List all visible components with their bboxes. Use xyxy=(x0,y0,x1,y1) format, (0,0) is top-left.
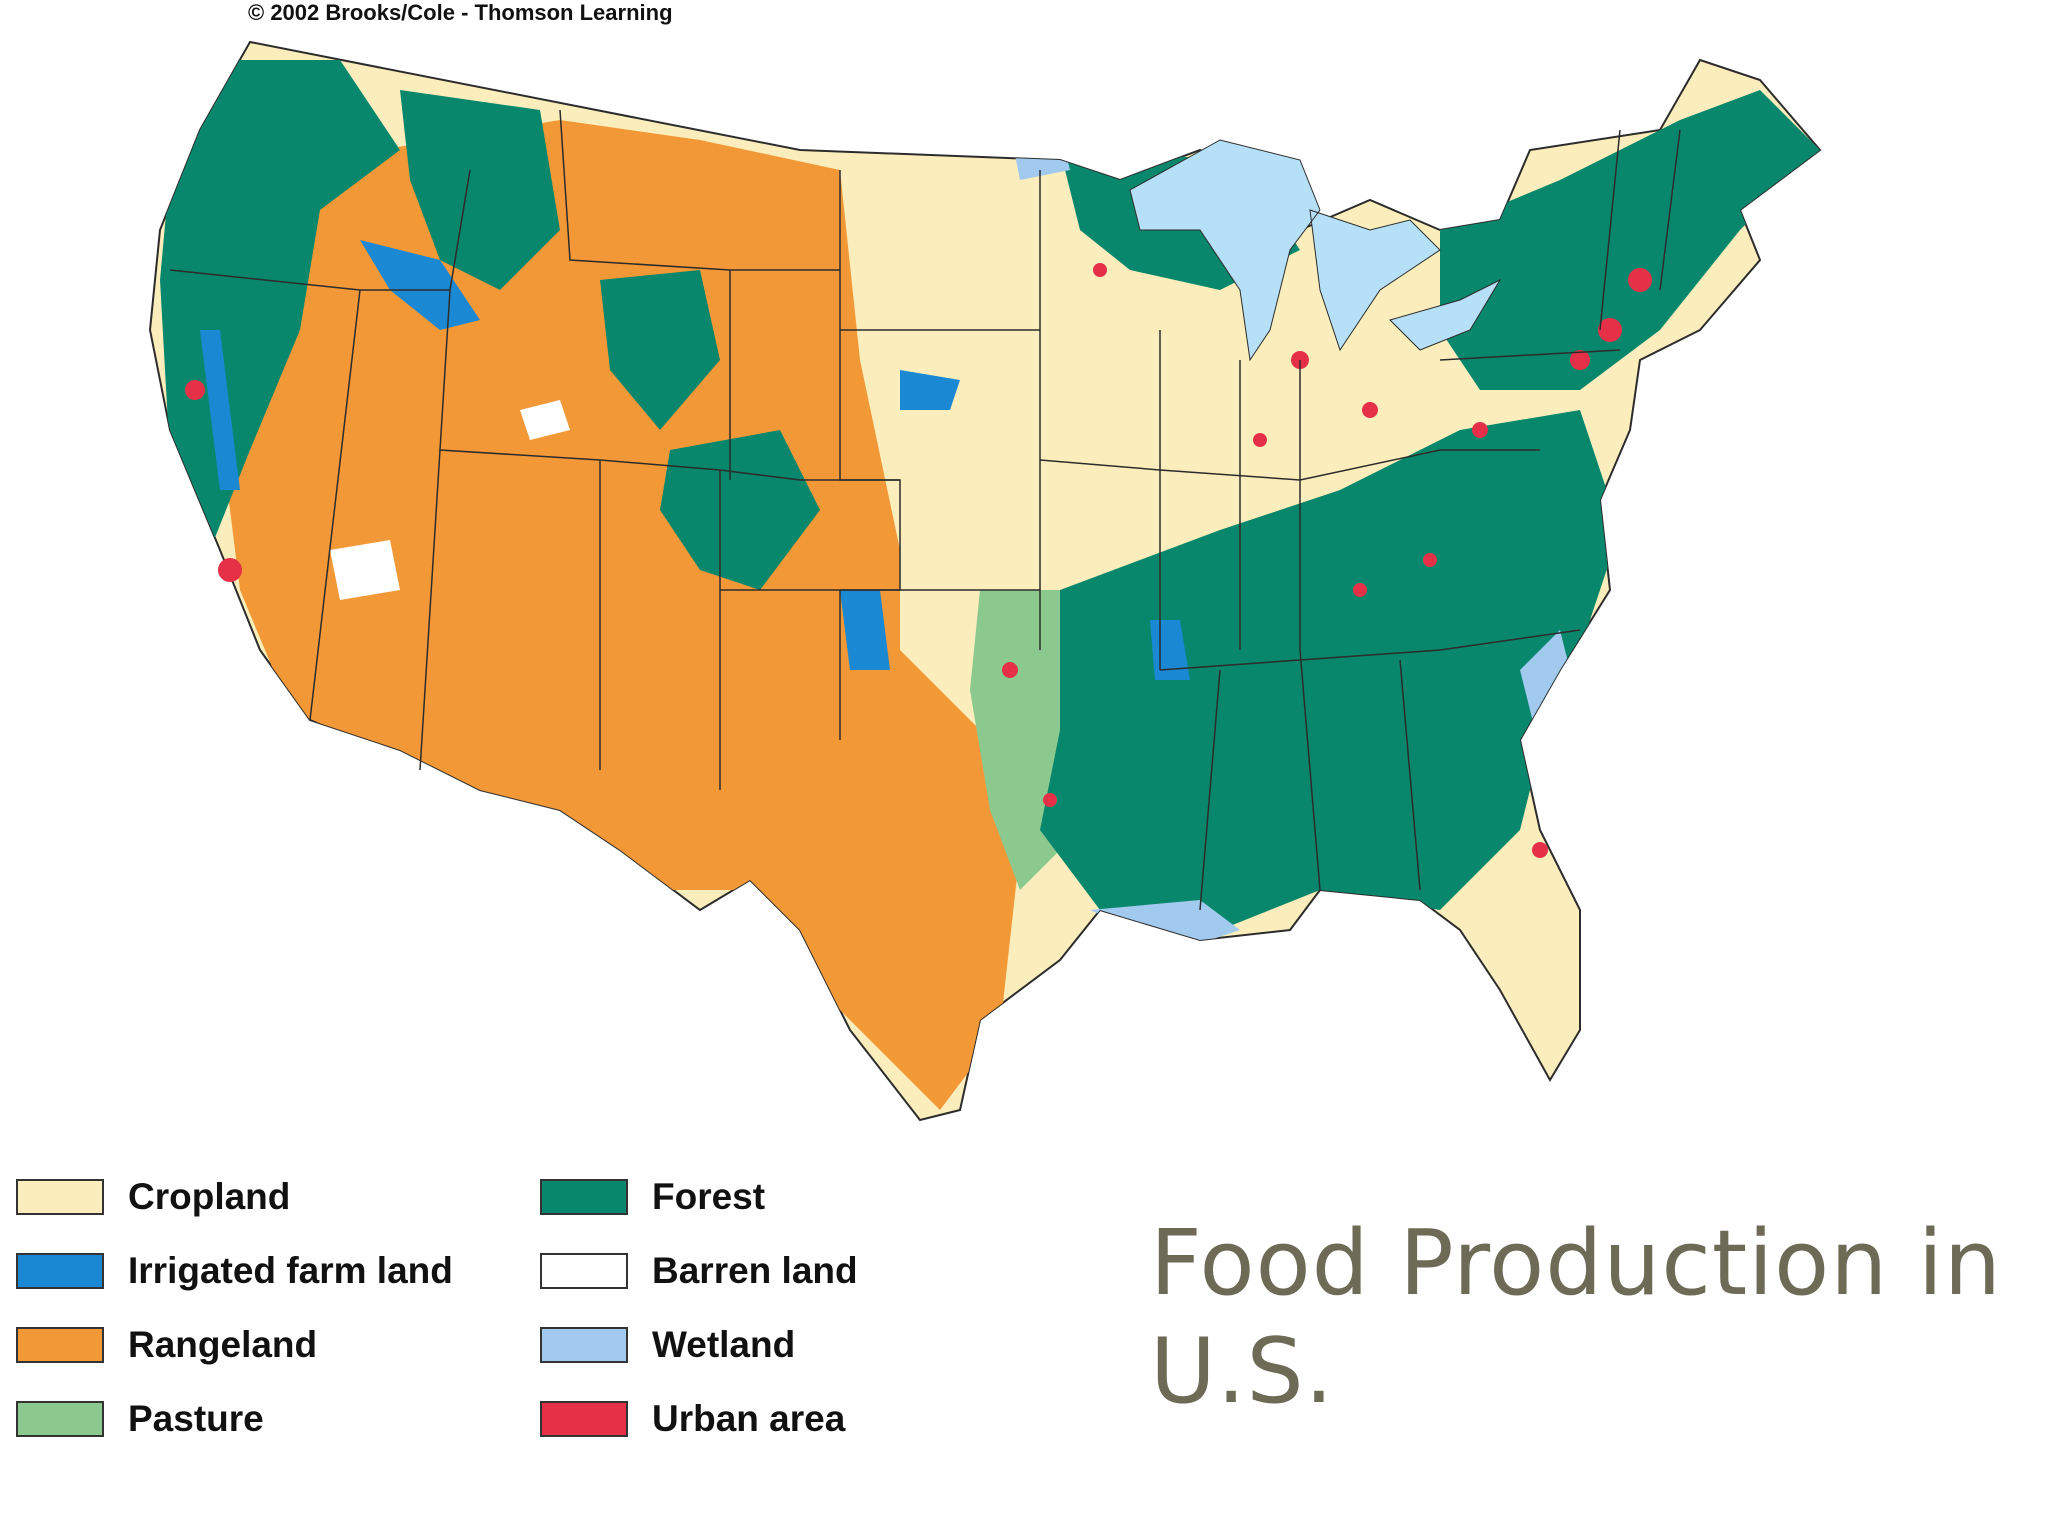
irrigated-texas-panhandle xyxy=(840,590,890,670)
forest-northeast xyxy=(1440,90,1820,390)
irrigated-nebraska xyxy=(900,370,960,410)
forest-rockies-central xyxy=(600,270,720,430)
irrigated-california xyxy=(200,330,240,490)
legend-label: Rangeland xyxy=(128,1324,318,1365)
rangeland-swatch xyxy=(16,1327,104,1363)
rangeland-west xyxy=(200,120,1020,1110)
forest-rockies-north xyxy=(400,90,560,290)
legend-item-wetland: Wetland xyxy=(540,1320,795,1370)
legend-item-forest: Forest xyxy=(540,1172,765,1222)
forest-colorado xyxy=(660,430,820,590)
legend-item-pasture: Pasture xyxy=(16,1394,264,1444)
slide-title-line-2: U.S. xyxy=(1150,1319,1335,1424)
forest-southeast xyxy=(1040,410,1620,930)
map-legend: Cropland Irrigated farm land Rangeland P… xyxy=(16,1172,1056,1472)
irrigated-snake-river xyxy=(360,240,480,330)
copyright-credit: © 2002 Brooks/Cole - Thomson Learning xyxy=(248,0,673,25)
legend-item-irrigated-farm-land: Irrigated farm land xyxy=(16,1246,453,1296)
urban-area-swatch xyxy=(540,1401,628,1437)
legend-label: Urban area xyxy=(652,1398,846,1439)
legend-item-cropland: Cropland xyxy=(16,1172,290,1222)
slide-title: Food Production in U.S. xyxy=(1150,1210,2030,1426)
irrigated-farm-land-swatch xyxy=(16,1253,104,1289)
forest-swatch xyxy=(540,1179,628,1215)
wetland-gulf-coast xyxy=(1090,900,1240,950)
cropland-swatch xyxy=(16,1179,104,1215)
slide-title-line-1: Food Production in xyxy=(1150,1211,2002,1316)
barren-utah xyxy=(520,400,570,440)
great-lakes xyxy=(1129,139,1502,362)
legend-label: Barren land xyxy=(652,1250,858,1291)
legend-label: Cropland xyxy=(128,1176,291,1217)
barren-land-swatch xyxy=(540,1253,628,1289)
us-land-use-map xyxy=(140,30,1940,1140)
legend-label: Irrigated farm land xyxy=(128,1250,453,1291)
legend-label: Pasture xyxy=(128,1398,264,1439)
barren-nevada xyxy=(330,540,400,600)
pasture-swatch xyxy=(16,1401,104,1437)
wetland-swatch xyxy=(540,1327,628,1363)
legend-label: Forest xyxy=(652,1176,766,1217)
legend-item-urban-area: Urban area xyxy=(540,1394,845,1444)
legend-item-barren-land: Barren land xyxy=(540,1246,858,1296)
state-borders xyxy=(169,109,1681,911)
legend-label: Wetland xyxy=(652,1324,796,1365)
legend-item-rangeland: Rangeland xyxy=(16,1320,317,1370)
